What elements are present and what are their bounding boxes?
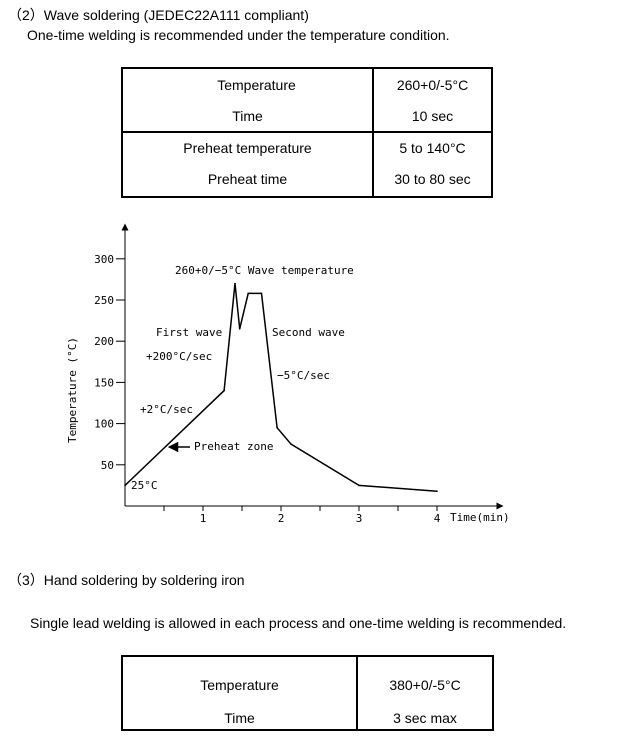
row-value: 10 sec xyxy=(411,107,454,124)
row-label: Temperature xyxy=(122,656,358,706)
first-wave-label: First wave xyxy=(156,326,222,339)
row-label: Time xyxy=(122,706,358,730)
x-tick-label: 3 xyxy=(356,512,363,525)
row-value: 3 sec max xyxy=(393,709,457,726)
profile-point xyxy=(290,443,292,445)
row-value: 30 to 80 sec xyxy=(394,171,471,187)
profile-point xyxy=(436,490,438,492)
start-temp-label: 25°C xyxy=(131,479,158,492)
profile-point xyxy=(276,426,278,429)
first-wave-rate: +200°C/sec xyxy=(146,350,212,363)
profile-point xyxy=(358,484,360,487)
table-row: Time 3 sec max xyxy=(122,706,493,730)
row-value: 380+0/-5°C xyxy=(389,676,461,693)
profile-point xyxy=(260,292,263,295)
profile-point xyxy=(247,292,250,295)
section-3-heading: （3）Hand soldering by soldering iron xyxy=(8,572,245,588)
row-label: Preheat temperature xyxy=(122,131,374,162)
row-label: Preheat time xyxy=(122,162,374,197)
x-axis-label: Time(min) xyxy=(450,511,510,524)
table-row: Temperature 260+0/-5°C xyxy=(122,68,492,100)
y-tick-label: 250 xyxy=(94,294,114,307)
profile-point xyxy=(124,484,126,487)
preheat-rate: +2°C/sec xyxy=(140,403,193,416)
preheat-zone-label: Preheat zone xyxy=(194,440,273,453)
section-2-heading: （2）Wave soldering (JEDEC22A111 compliant… xyxy=(8,7,309,23)
section-2-intro: One-time welding is recommended under th… xyxy=(27,27,450,43)
profile-point xyxy=(238,328,241,330)
row-value: 260+0/-5°C xyxy=(396,76,469,93)
x-tick-label: 1 xyxy=(200,512,207,525)
row-label: Temperature xyxy=(122,68,374,100)
y-axis-label: Temperature (°C) xyxy=(66,337,79,443)
cooling-rate: −5°C/sec xyxy=(277,369,330,382)
y-tick-label: 100 xyxy=(94,418,114,431)
section-3-intro: Single lead welding is allowed in each p… xyxy=(30,615,567,631)
y-tick-label: 150 xyxy=(94,376,114,389)
table-row: Time 10 sec xyxy=(122,100,492,132)
table-row: Temperature 380+0/-5°C xyxy=(122,656,493,706)
y-tick-label: 200 xyxy=(94,335,114,348)
second-wave-label: Second wave xyxy=(272,326,345,339)
peak-annotation: 260+0/−5°C Wave temperature xyxy=(175,264,354,277)
y-tick-label: 50 xyxy=(101,459,114,472)
profile-point xyxy=(234,282,236,285)
y-tick-label: 300 xyxy=(94,253,114,266)
temperature-profile-line xyxy=(124,283,438,492)
wave-soldering-table: Temperature 260+0/-5°C Time 10 sec Prehe… xyxy=(121,67,493,198)
table-row: Preheat temperature 5 to 140°C xyxy=(122,131,492,162)
x-tick-label: 4 xyxy=(434,512,441,525)
row-value: 5 to 140°C xyxy=(373,131,492,162)
table-row: Preheat time 30 to 80 sec xyxy=(122,162,492,197)
row-label: Time xyxy=(122,100,374,132)
x-tick-label: 2 xyxy=(278,512,285,525)
profile-point xyxy=(223,389,225,392)
hand-soldering-table: Temperature 380+0/-5°C Time 3 sec max xyxy=(121,655,494,731)
